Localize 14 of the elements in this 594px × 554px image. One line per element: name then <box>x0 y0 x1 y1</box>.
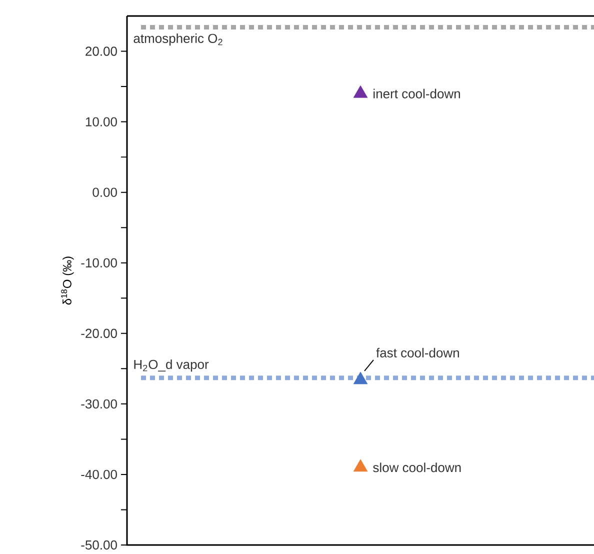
y-tick-label: 20.00 <box>86 46 117 56</box>
y-tick-label: -40.00 <box>81 470 117 480</box>
series-label: slow cool-down <box>373 462 461 472</box>
ref-line-label: H$_{2}$O_d vapor <box>134 360 209 372</box>
ref-line-label: atmospheric O$_{2}$ <box>134 33 222 46</box>
y-tick-label: -50.00 <box>81 540 117 550</box>
series-label: inert cool-down <box>374 88 460 98</box>
y-tick-label: 10.00 <box>86 117 117 126</box>
y-tick-label: 0.00 <box>92 188 117 197</box>
y-tick-label: -20.00 <box>81 328 117 338</box>
series-label: fast cool-down <box>376 348 459 358</box>
y-tick-label: -10.00 <box>81 258 117 268</box>
y-axis-title: δ$^{18}$O (‰) <box>61 256 74 305</box>
y-tick-label: -30.00 <box>81 399 117 409</box>
